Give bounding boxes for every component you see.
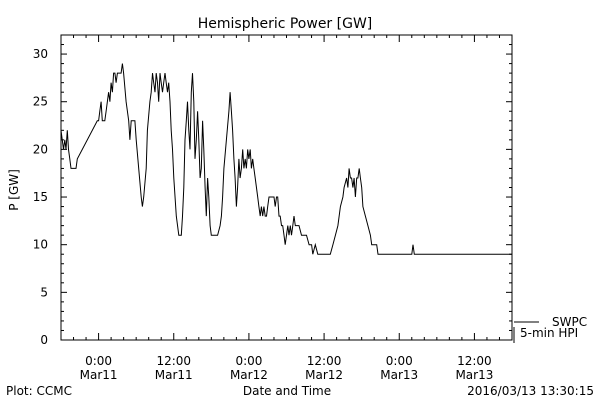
plot-frame [60,34,513,341]
x-tick-label-date: Mar11 [155,368,193,382]
x-axis: 0:00Mar1112:00Mar110:00Mar1212:00Mar120:… [60,35,513,382]
y-tick-label: 30 [33,47,48,61]
x-tick-label-date: Mar12 [305,368,343,382]
x-tick-label-time: 12:00 [156,354,191,368]
x-tick-label-time: 0:00 [386,354,413,368]
x-axis-label: Date and Time [243,384,331,398]
x-tick-label-time: 0:00 [85,354,112,368]
y-tick-label: 0 [40,333,48,347]
y-tick-label: 10 [33,238,48,252]
y-axis-label: P [GW] [7,169,21,211]
x-tick-label-time: 12:00 [457,354,492,368]
x-tick-label-date: Mar13 [455,368,493,382]
y-tick-label: 5 [40,285,48,299]
x-tick-label-date: Mar12 [230,368,268,382]
x-tick-label-date: Mar11 [80,368,118,382]
legend-label-swpc: SWPC [552,315,587,329]
legend: SWPC 5-min HPI [513,315,587,343]
plot-credit: Plot: CCMC [6,384,72,398]
chart-title: Hemispheric Power [GW] [198,16,373,32]
y-tick-label: 25 [33,95,48,109]
y-tick-label: 20 [33,142,48,156]
x-tick-label-date: Mar13 [380,368,418,382]
legend-label-hpi: 5-min HPI [520,326,578,340]
y-axis: 0 5 10 15 20 25 30 [33,34,512,347]
plot-timestamp: 2016/03/13 13:30:15 [467,384,594,398]
y-tick-label: 15 [33,190,48,204]
x-tick-label-time: 12:00 [307,354,342,368]
x-tick-label-time: 0:00 [235,354,262,368]
series-line-hemispheric-power [60,63,512,255]
